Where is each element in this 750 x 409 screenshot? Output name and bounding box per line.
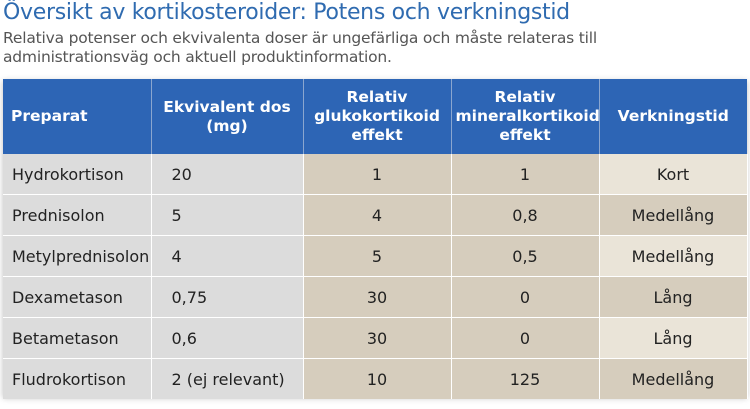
table-row: Betametason 0,6 30 0 Lång [3, 317, 748, 359]
cell-ekvivalent-dos: 5 [151, 194, 304, 236]
column-header-preparat: Preparat [3, 79, 152, 154]
cell-ekvivalent-dos: 0,6 [151, 317, 304, 359]
cell-glukokortikoid: 30 [303, 276, 452, 318]
table-row: Dexametason 0,75 30 0 Lång [3, 276, 748, 318]
cell-glukokortikoid: 10 [303, 358, 452, 399]
cell-glukokortikoid: 30 [303, 317, 452, 359]
cell-preparat: Betametason [3, 317, 152, 359]
cell-glukokortikoid: 5 [303, 235, 452, 277]
cell-ekvivalent-dos: 4 [151, 235, 304, 277]
cell-mineralkortikoid: 0,8 [451, 194, 600, 236]
cell-mineralkortikoid: 1 [451, 154, 600, 195]
page-title: Översikt av kortikosteroider: Potens och… [3, 0, 570, 25]
corticosteroid-table-container: Preparat Ekvivalent dos (mg) Relativ glu… [3, 79, 748, 399]
cell-verkningstid: Medellång [599, 194, 748, 236]
cell-verkningstid: Lång [599, 317, 748, 359]
page-subtitle: Relativa potenser och ekvivalenta doser … [3, 29, 597, 66]
table-row: Metylprednisolon 4 5 0,5 Medellång [3, 235, 748, 277]
cell-mineralkortikoid: 0,5 [451, 235, 600, 277]
cell-preparat: Fludrokortison [3, 358, 152, 399]
cell-verkningstid: Kort [599, 154, 748, 195]
cell-preparat: Metylprednisolon [3, 235, 152, 277]
table-row: Prednisolon 5 4 0,8 Medellång [3, 194, 748, 236]
corticosteroid-table: Preparat Ekvivalent dos (mg) Relativ glu… [3, 79, 748, 399]
table-row: Hydrokortison 20 1 1 Kort [3, 154, 748, 195]
cell-mineralkortikoid: 0 [451, 317, 600, 359]
cell-preparat: Hydrokortison [3, 154, 152, 195]
cell-glukokortikoid: 4 [303, 194, 452, 236]
cell-ekvivalent-dos: 20 [151, 154, 304, 195]
cell-verkningstid: Lång [599, 276, 748, 318]
cell-ekvivalent-dos: 0,75 [151, 276, 304, 318]
column-header-glukokortikoid: Relativ glukokortikoid effekt [303, 79, 452, 154]
cell-verkningstid: Medellång [599, 235, 748, 277]
table-row: Fludrokortison 2 (ej relevant) 10 125 Me… [3, 358, 748, 399]
cell-glukokortikoid: 1 [303, 154, 452, 195]
cell-mineralkortikoid: 125 [451, 358, 600, 399]
column-header-mineralkortikoid: Relativ mineralkortikoid effekt [451, 79, 600, 154]
cell-preparat: Prednisolon [3, 194, 152, 236]
cell-ekvivalent-dos: 2 (ej relevant) [151, 358, 304, 399]
cell-verkningstid: Medellång [599, 358, 748, 399]
column-header-verkningstid: Verkningstid [599, 79, 747, 154]
column-header-ekvivalent-dos: Ekvivalent dos (mg) [151, 79, 304, 154]
cell-preparat: Dexametason [3, 276, 152, 318]
table-header-row: Preparat Ekvivalent dos (mg) Relativ glu… [3, 79, 747, 154]
cell-mineralkortikoid: 0 [451, 276, 600, 318]
